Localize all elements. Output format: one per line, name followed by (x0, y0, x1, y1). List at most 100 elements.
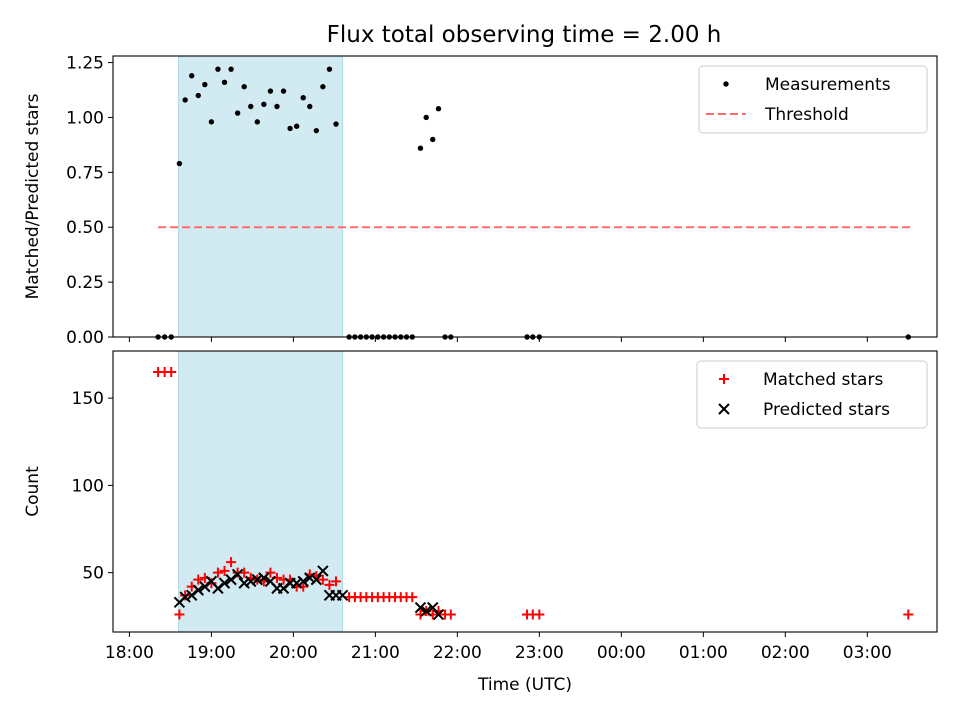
measurement-point (417, 145, 424, 151)
legend-matched-marker (719, 374, 729, 384)
measurement-point (280, 88, 287, 94)
measurement-point (261, 101, 267, 107)
legend-box-1 (696, 360, 928, 429)
y-tick-label: 50 (82, 564, 104, 584)
predicted-point (414, 601, 427, 614)
matched-point (407, 592, 418, 603)
matched-point (445, 609, 456, 620)
predicted-point (432, 608, 445, 621)
legend-label: Measurements (765, 75, 891, 95)
predicted-point (179, 591, 191, 603)
y-tick-label: 100 (72, 476, 104, 496)
matched-point (219, 565, 230, 576)
matched-point (331, 576, 342, 587)
matched-point (903, 609, 914, 620)
measurement-point (287, 125, 293, 132)
predicted-point (231, 568, 244, 581)
x-tick-label: 02:00 (761, 643, 810, 663)
measurement-point (300, 95, 306, 101)
measurement-point (313, 127, 320, 134)
y-tick-label: 0.75 (66, 163, 104, 183)
panels: 0.00 0.25 0.50 0.75 1.00 1.25 Matched/Predicte… (23, 54, 938, 695)
matched-point (239, 567, 250, 578)
predicted-point (290, 577, 303, 589)
matched-point (226, 557, 237, 568)
y-tick-label: 0.50 (66, 218, 104, 238)
measurement-point (215, 66, 221, 72)
predicted-point (420, 605, 432, 617)
predicted-point (297, 575, 309, 588)
measurement-point (176, 160, 183, 167)
matched-point (166, 366, 177, 377)
axes-frame-1 (112, 350, 938, 633)
predicted-point (245, 575, 257, 588)
matched-point (193, 574, 204, 585)
predicted-point (258, 572, 270, 584)
predicted-point (310, 573, 323, 586)
y-tick-label: 0.25 (66, 273, 104, 293)
x-tick-label: 00:00 (597, 643, 646, 663)
measurement-point (430, 136, 436, 143)
matched-point (324, 579, 335, 590)
y-tick-label: 0.00 (66, 328, 104, 348)
measurement-point (195, 92, 201, 99)
predicted-point (336, 589, 349, 602)
measurement-point (435, 105, 442, 112)
measurement-point (228, 66, 234, 72)
x-tick-label: 03:00 (843, 643, 892, 663)
legend-label: Predicted stars (763, 400, 890, 420)
series-predicted-stars (173, 565, 445, 621)
predicted-point (218, 577, 231, 589)
y-tick-label: 1.25 (66, 54, 104, 74)
measurement-point (234, 110, 241, 116)
predicted-point (304, 572, 316, 584)
measurement-point (221, 79, 228, 86)
matched-point (534, 609, 545, 620)
predicted-point (251, 573, 264, 586)
measurement-point (208, 119, 215, 125)
measurement-point (274, 103, 280, 110)
x-axis-label: Time (UTC) (477, 675, 572, 695)
matched-point (212, 567, 223, 578)
x-tick-label: 21:00 (351, 643, 400, 663)
x-tick-label: 19:00 (187, 643, 236, 663)
y-tick-label: 1.00 (66, 108, 104, 128)
shaded-span-0 (178, 55, 344, 338)
measurement-point (182, 97, 188, 103)
x-tick-label: 01:00 (679, 643, 728, 663)
measurement-point (293, 123, 300, 129)
x-tick-label: 23:00 (515, 643, 564, 663)
matched-point (317, 574, 328, 585)
measurement-point (423, 114, 429, 121)
predicted-point (192, 584, 204, 596)
measurement-point (307, 103, 313, 110)
predicted-point (317, 565, 329, 577)
y-axis-label-1: Count (23, 466, 43, 517)
measurement-point (189, 73, 195, 79)
measurement-point (254, 119, 261, 125)
matched-point (180, 590, 191, 601)
x-tick-label: 18:00 (105, 643, 154, 663)
legend-box-0 (698, 65, 928, 134)
legend-label: Threshold (764, 105, 849, 125)
measurement-point (248, 103, 254, 110)
legend-label: Matched stars (763, 370, 883, 390)
x-tick-label: 20:00 (269, 643, 318, 663)
predicted-point (238, 577, 250, 589)
chart-title: Flux total observing time = 2.00 h (327, 22, 722, 48)
measurement-point (320, 84, 326, 90)
measurement-point (333, 121, 339, 127)
measurement-point (241, 84, 247, 90)
y-tick-label: 150 (72, 389, 104, 409)
y-axis-label-0: Matched/Predicted stars (23, 93, 43, 299)
legend-predicted-marker (718, 403, 730, 415)
matched-point (174, 609, 185, 620)
measurement-point (202, 81, 208, 88)
measurement-point (267, 88, 274, 94)
measurement-point (326, 66, 333, 72)
shaded-span-1 (178, 350, 344, 633)
legend-measurement-marker (723, 81, 729, 87)
x-tick-label: 22:00 (433, 643, 482, 663)
axes-frame-0 (112, 55, 938, 338)
